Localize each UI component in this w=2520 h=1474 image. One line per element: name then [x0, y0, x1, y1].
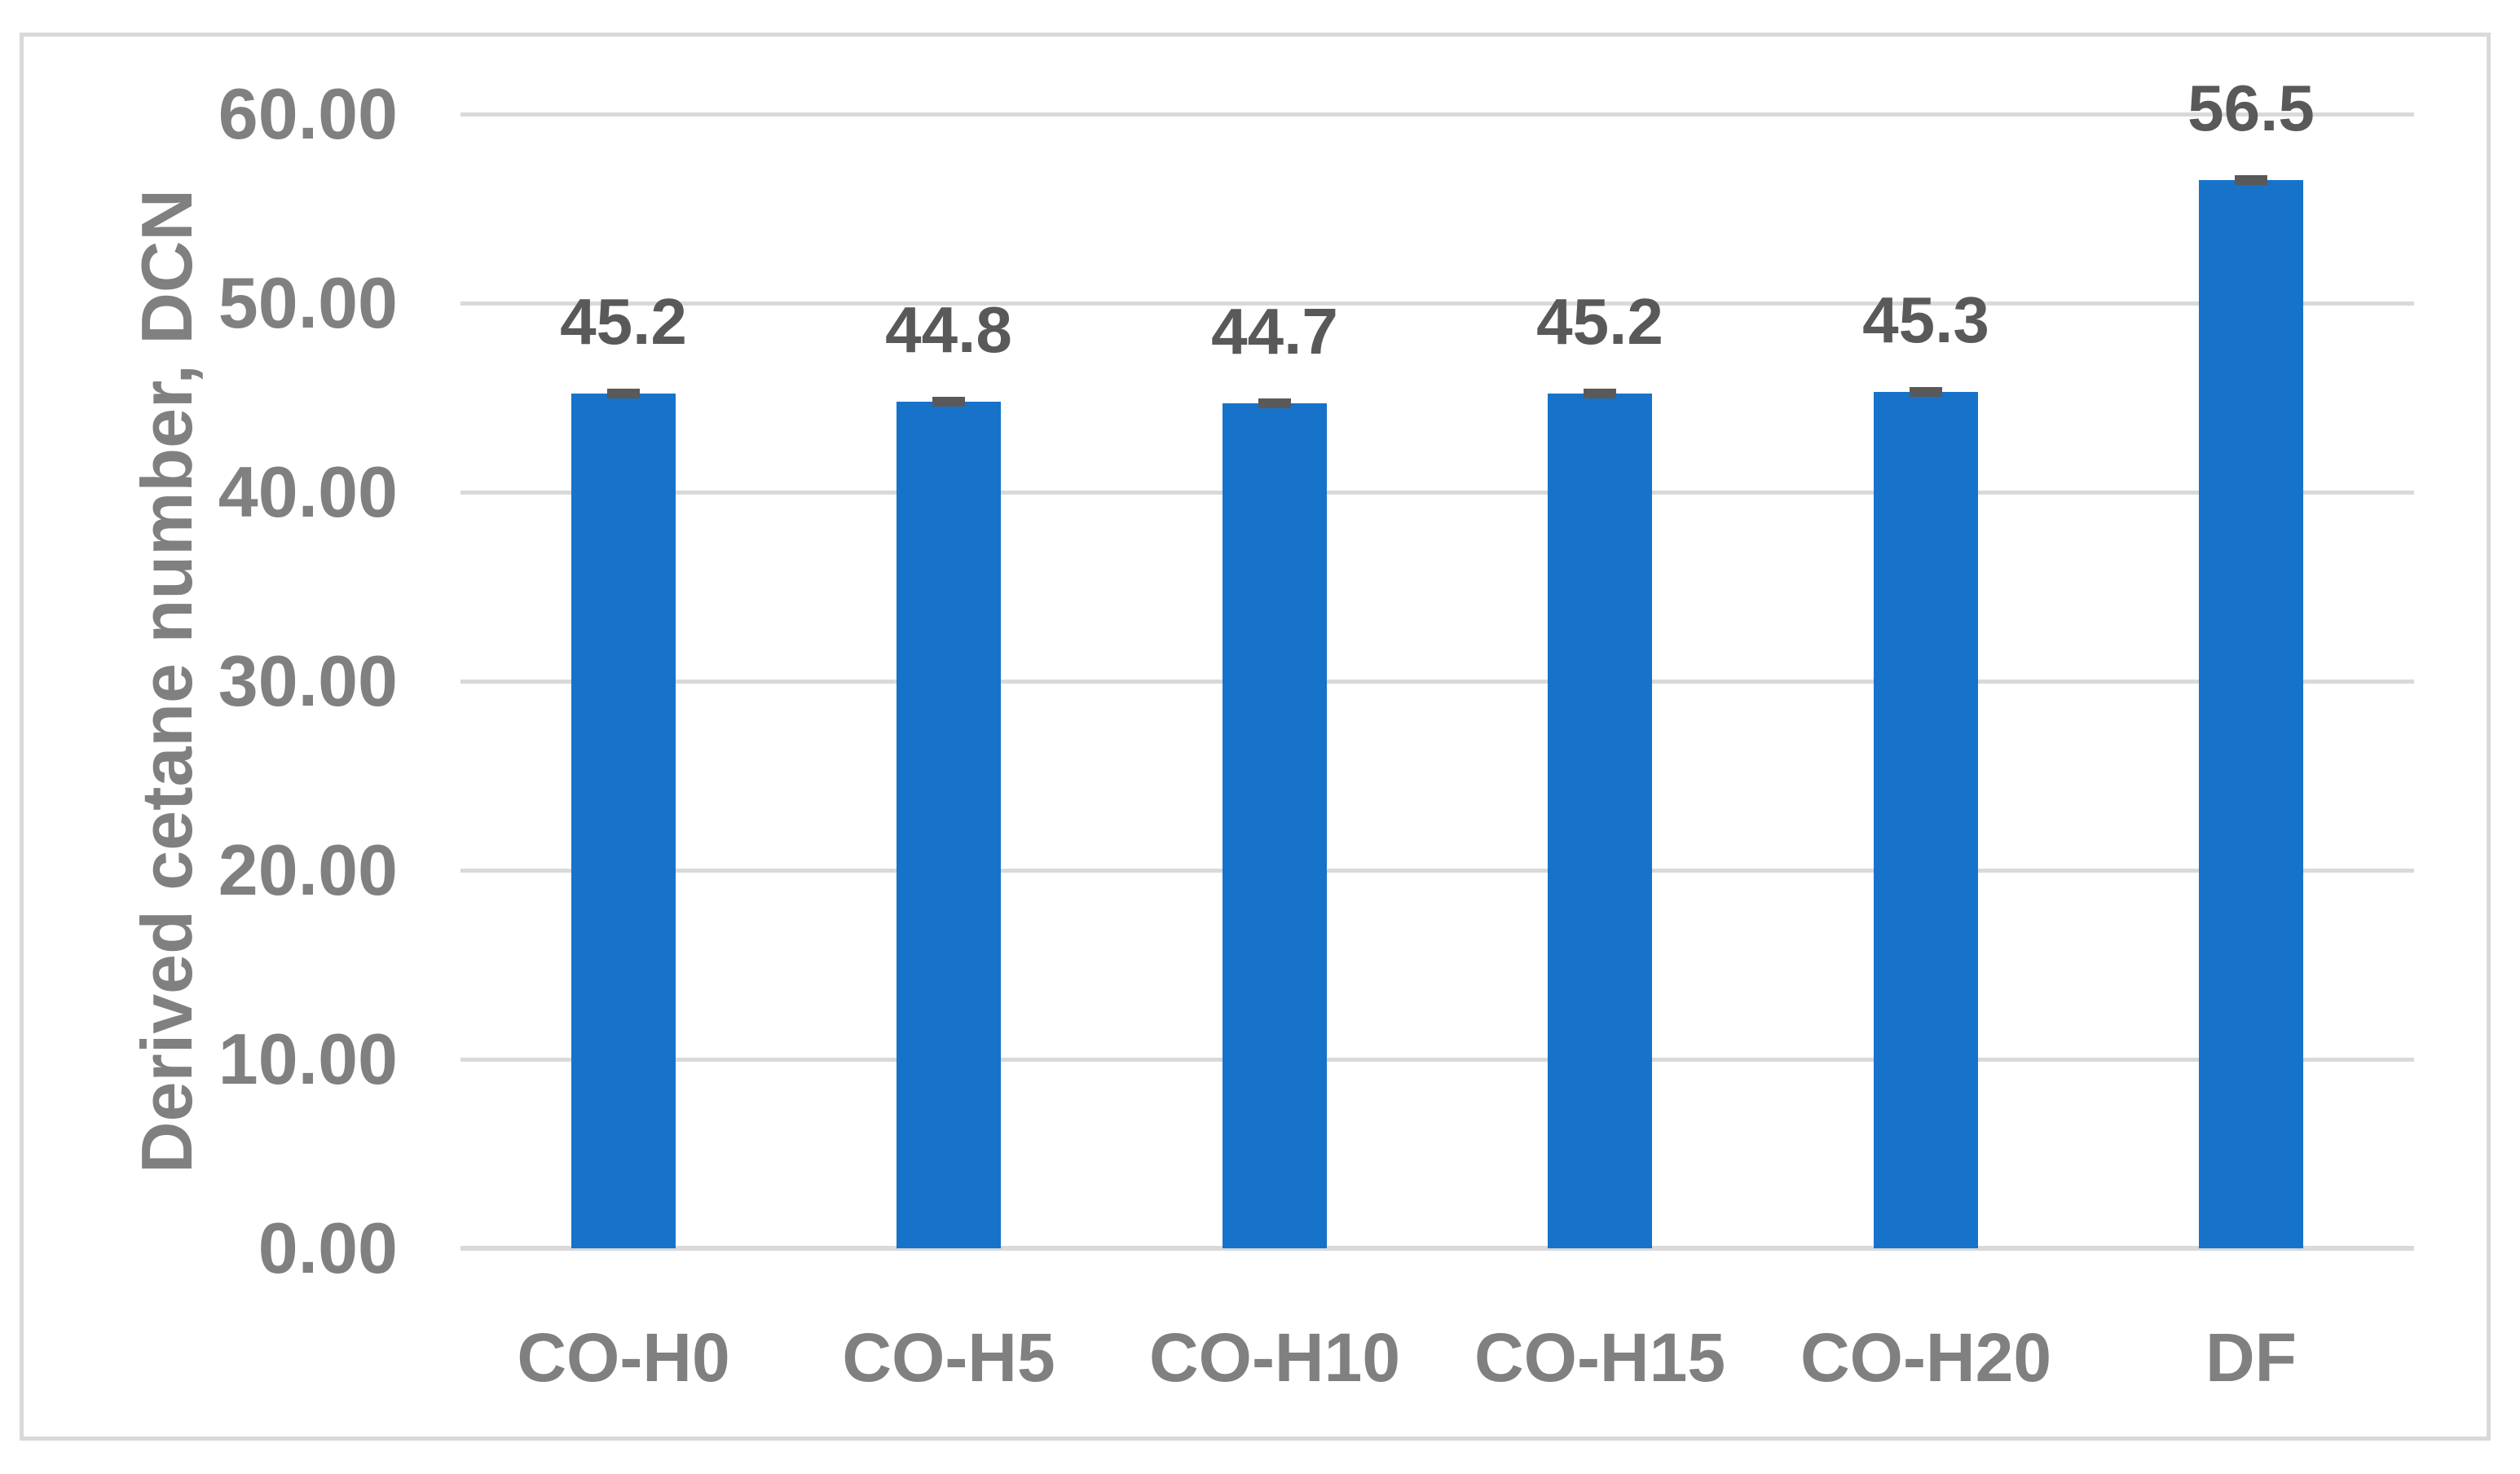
x-axis-line [460, 1246, 2414, 1251]
y-tick-label: 20.00 [218, 829, 398, 910]
x-category-label: DF [2205, 1319, 2297, 1396]
bar-value-label: 45.2 [560, 285, 687, 358]
chart-outer-border [20, 33, 2491, 1441]
error-bar-cap [607, 389, 640, 398]
bar-CO-H10 [1223, 403, 1327, 1248]
bar-value-label: 45.2 [1536, 285, 1663, 358]
error-bar-cap [1584, 389, 1616, 398]
bar-CO-H15 [1548, 394, 1652, 1248]
y-tick-label: 60.00 [218, 73, 398, 154]
gridline [460, 1058, 2414, 1062]
y-tick-label: 0.00 [258, 1208, 398, 1288]
y-tick-label: 10.00 [218, 1019, 398, 1099]
y-tick-label: 50.00 [218, 262, 398, 343]
bar-value-label: 56.5 [2187, 72, 2315, 144]
x-category-label: CO-H10 [1148, 1319, 1401, 1396]
y-tick-label: 40.00 [218, 451, 398, 532]
error-bar-cap [932, 397, 965, 407]
x-category-label: CO-H5 [842, 1319, 1055, 1396]
x-category-label: CO-H20 [1800, 1319, 2052, 1396]
gridline [460, 491, 2414, 495]
bar-DF [2199, 180, 2303, 1248]
bar-CO-H5 [897, 402, 1001, 1248]
error-bar-cap [1910, 387, 1942, 397]
x-category-label: CO-H0 [517, 1319, 730, 1396]
gridline [460, 301, 2414, 306]
bar-CO-H0 [571, 394, 676, 1248]
bar-CO-H20 [1874, 392, 1978, 1248]
bar-value-label: 44.8 [885, 293, 1012, 366]
gridline [460, 112, 2414, 117]
gridline [460, 869, 2414, 873]
error-bar-cap [2235, 175, 2267, 185]
bar-value-label: 45.3 [1862, 284, 1989, 356]
error-bar-cap [1258, 398, 1291, 408]
x-category-label: CO-H15 [1474, 1319, 1726, 1396]
y-tick-label: 30.00 [218, 640, 398, 721]
bar-value-label: 44.7 [1211, 295, 1338, 367]
gridline [460, 680, 2414, 684]
